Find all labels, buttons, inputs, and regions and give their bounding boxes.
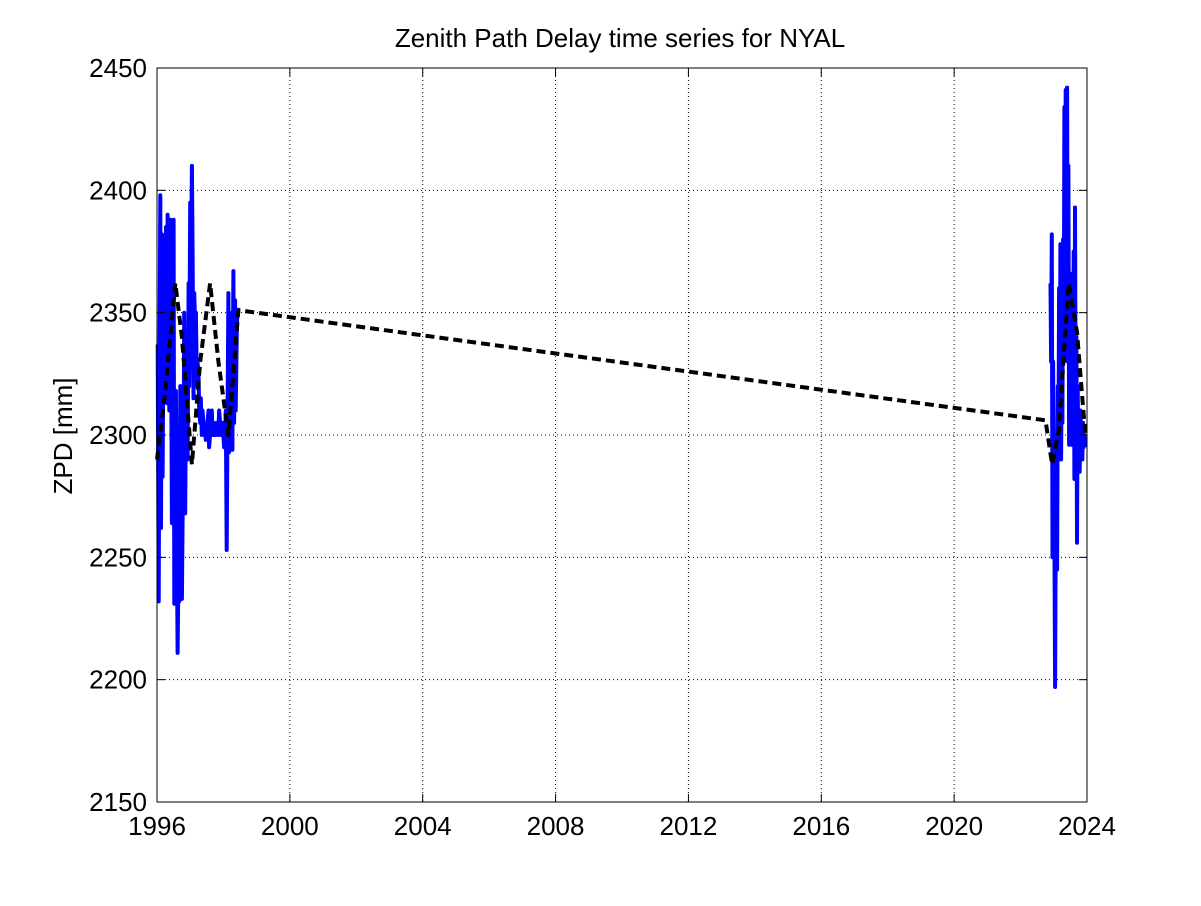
y-tick-label: 2150 (89, 787, 147, 817)
y-tick-label: 2200 (89, 665, 147, 695)
y-tick-label: 2450 (89, 53, 147, 83)
chart-title: Zenith Path Delay time series for NYAL (395, 23, 845, 53)
y-axis-title: ZPD [mm] (48, 378, 78, 495)
x-tick-label: 2020 (925, 811, 983, 841)
y-tick-label: 2400 (89, 175, 147, 205)
grid-layer (157, 68, 1087, 802)
y-tick-label: 2350 (89, 298, 147, 328)
x-tick-label: 2004 (394, 811, 452, 841)
x-tick-label: 2000 (261, 811, 319, 841)
series-layer (155, 85, 1088, 689)
x-tick-label: 2024 (1058, 811, 1116, 841)
x-tick-label: 2012 (660, 811, 718, 841)
zpd-series-line (1048, 85, 1087, 689)
y-tick-label: 2250 (89, 542, 147, 572)
y-tick-label: 2300 (89, 420, 147, 450)
x-tick-label: 2008 (527, 811, 585, 841)
tick-layer: 1996 2000 2004 2008 2012 2016 2020 2024 2150 2200… (89, 53, 1116, 841)
x-tick-label: 1996 (128, 811, 186, 841)
trend-series-line (155, 281, 1088, 467)
x-tick-label: 2016 (792, 811, 850, 841)
